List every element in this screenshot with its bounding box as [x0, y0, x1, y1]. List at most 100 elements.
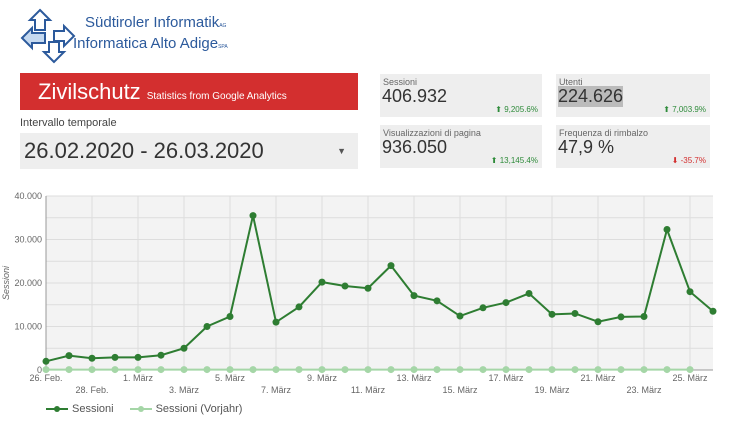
arrow-up-icon: ⬆: [663, 105, 670, 114]
date-range-label: Intervallo temporale: [20, 117, 117, 129]
data-point: [410, 366, 418, 374]
logo-text: Südtiroler InformatikAG Informatica Alto…: [73, 14, 228, 56]
logo-icon: [20, 8, 76, 64]
data-point: [525, 289, 533, 297]
kpi-delta: 7,003.9%: [672, 105, 706, 114]
data-point: [364, 366, 372, 374]
data-point: [42, 357, 50, 365]
data-point: [203, 366, 211, 374]
data-point: [88, 354, 96, 362]
x-tick-label: 15. März: [442, 385, 478, 395]
kpi-label: Visualizzazioni di pagina: [383, 128, 481, 138]
x-tick-label: 28. Feb.: [75, 385, 108, 395]
kpi-sessioni: Sessioni 406.932 ⬆ 9,205.6%: [380, 74, 542, 117]
kpi-frequenza-rimbalzo: Frequenza di rimbalzo 47,9 % ⬇ -35.7%: [556, 125, 710, 168]
data-point: [686, 288, 694, 296]
logo-suffix: AG: [219, 23, 227, 29]
sessions-line-chart: 0 10.000 20.000 30.000 40.000 26. Feb. 28. Feb…: [1, 191, 717, 395]
data-point: [364, 284, 372, 292]
y-tick-label: 40.000: [14, 191, 42, 201]
data-point: [640, 312, 648, 320]
x-tick-label: 19. März: [534, 385, 570, 395]
legend-label: Sessioni (Vorjahr): [155, 403, 243, 415]
data-point: [502, 366, 510, 374]
x-tick-label: 23. März: [626, 385, 662, 395]
data-point: [111, 366, 119, 374]
data-point: [410, 292, 418, 300]
kpi-delta: -35.7%: [680, 156, 706, 165]
data-point: [295, 366, 303, 374]
x-tick-label: 7. März: [261, 385, 292, 395]
data-point: [42, 366, 50, 374]
y-tick-label: 20.000: [14, 278, 42, 288]
data-point: [226, 366, 234, 374]
page-title: Zivilschutz: [38, 79, 141, 104]
data-point: [387, 366, 395, 374]
data-point: [456, 312, 464, 320]
data-point: [433, 297, 441, 305]
data-point: [318, 278, 326, 286]
data-point: [249, 212, 257, 220]
kpi-value: 406.932: [382, 86, 448, 106]
data-point: [663, 366, 671, 374]
data-point: [571, 366, 579, 374]
legend-label: Sessioni: [72, 403, 114, 415]
kpi-value: 936.050: [382, 137, 448, 157]
kpi-visualizzazioni: Visualizzazioni di pagina 936.050 ⬆ 13,1…: [380, 125, 542, 168]
data-point: [617, 313, 625, 321]
arrow-up-icon: ⬆: [490, 156, 498, 165]
arrow-down-icon: ⬇: [671, 156, 679, 165]
data-point: [157, 351, 165, 359]
data-point: [318, 366, 326, 374]
kpi-label: Frequenza di rimbalzo: [559, 128, 649, 138]
x-tick-label: 26. Feb.: [29, 373, 62, 383]
series-line: [45, 215, 714, 363]
x-tick-label: 5. März: [215, 373, 246, 383]
data-point: [111, 353, 119, 361]
data-point: [709, 307, 717, 315]
legend-line-icon: [46, 406, 68, 412]
data-point: [341, 282, 349, 290]
data-point: [663, 225, 671, 233]
legend-item-vorjahr[interactable]: Sessioni (Vorjahr): [129, 403, 243, 415]
x-tick-label: 25. März: [672, 373, 708, 383]
data-point: [456, 366, 464, 374]
kpi-label: Utenti: [559, 77, 583, 87]
data-point: [594, 366, 602, 374]
data-point: [134, 353, 142, 361]
data-point: [180, 344, 188, 352]
data-point: [617, 366, 625, 374]
legend-line-icon: [129, 406, 152, 412]
data-point: [272, 366, 280, 374]
chart-legend: Sessioni Sessioni (Vorjahr): [46, 403, 242, 415]
logo-line2: Informatica Alto Adige: [73, 35, 219, 52]
arrow-up-icon: ⬆: [495, 105, 502, 114]
data-point: [686, 366, 694, 374]
legend-item-sessioni[interactable]: Sessioni: [46, 403, 114, 415]
data-point: [433, 366, 441, 374]
data-point: [226, 312, 234, 320]
data-point: [640, 366, 648, 374]
y-tick-label: 30.000: [14, 235, 42, 245]
y-tick-label: 0: [37, 365, 42, 375]
caret-down-icon: ▼: [337, 146, 346, 156]
data-point: [548, 310, 556, 318]
data-point: [88, 366, 96, 374]
date-range-picker[interactable]: 26.02.2020 - 26.03.2020 ▼: [20, 133, 358, 169]
data-point: [65, 352, 73, 360]
data-point: [387, 262, 395, 270]
kpi-delta: 13,145.4%: [499, 156, 538, 165]
title-banner: Zivilschutz Statistics from Google Analy…: [20, 73, 358, 110]
x-tick-label: 11. März: [351, 385, 386, 395]
y-axis-label: Sessioni: [1, 265, 11, 300]
kpi-delta: 9,205.6%: [504, 105, 538, 114]
x-tick-label: 13. März: [396, 373, 432, 383]
x-tick-label: 17. März: [488, 373, 524, 383]
data-point: [272, 318, 280, 326]
data-point: [157, 366, 165, 374]
data-point: [548, 366, 556, 374]
x-tick-label: 3. März: [169, 385, 200, 395]
x-tick-label: 9. März: [307, 373, 338, 383]
logo-line1: Südtiroler Informatik: [85, 14, 220, 31]
data-point: [341, 366, 349, 374]
